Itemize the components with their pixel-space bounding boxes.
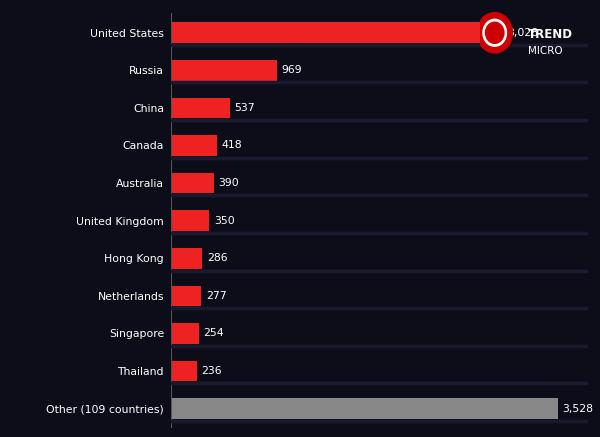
Bar bbox=[171, 97, 230, 118]
Text: 537: 537 bbox=[235, 103, 255, 113]
Bar bbox=[171, 22, 503, 43]
Bar bbox=[171, 399, 558, 419]
Bar bbox=[171, 173, 214, 194]
Text: 3,028: 3,028 bbox=[508, 28, 539, 38]
Bar bbox=[171, 135, 217, 156]
Text: TREND: TREND bbox=[528, 28, 573, 42]
Text: 969: 969 bbox=[282, 65, 302, 75]
Circle shape bbox=[485, 22, 504, 43]
Bar bbox=[171, 285, 202, 306]
Text: 277: 277 bbox=[206, 291, 226, 301]
Bar bbox=[171, 323, 199, 344]
Text: 286: 286 bbox=[207, 253, 227, 263]
Text: 418: 418 bbox=[221, 140, 242, 150]
Text: 236: 236 bbox=[201, 366, 222, 376]
Bar bbox=[171, 60, 277, 80]
Text: 350: 350 bbox=[214, 216, 235, 225]
Bar bbox=[171, 210, 209, 231]
Text: MICRO: MICRO bbox=[528, 46, 563, 56]
Text: 3,528: 3,528 bbox=[563, 404, 593, 414]
Text: 254: 254 bbox=[203, 329, 224, 339]
Circle shape bbox=[477, 13, 512, 53]
Bar bbox=[171, 361, 197, 382]
Bar bbox=[171, 248, 202, 269]
Text: 390: 390 bbox=[218, 178, 239, 188]
Circle shape bbox=[483, 19, 506, 46]
